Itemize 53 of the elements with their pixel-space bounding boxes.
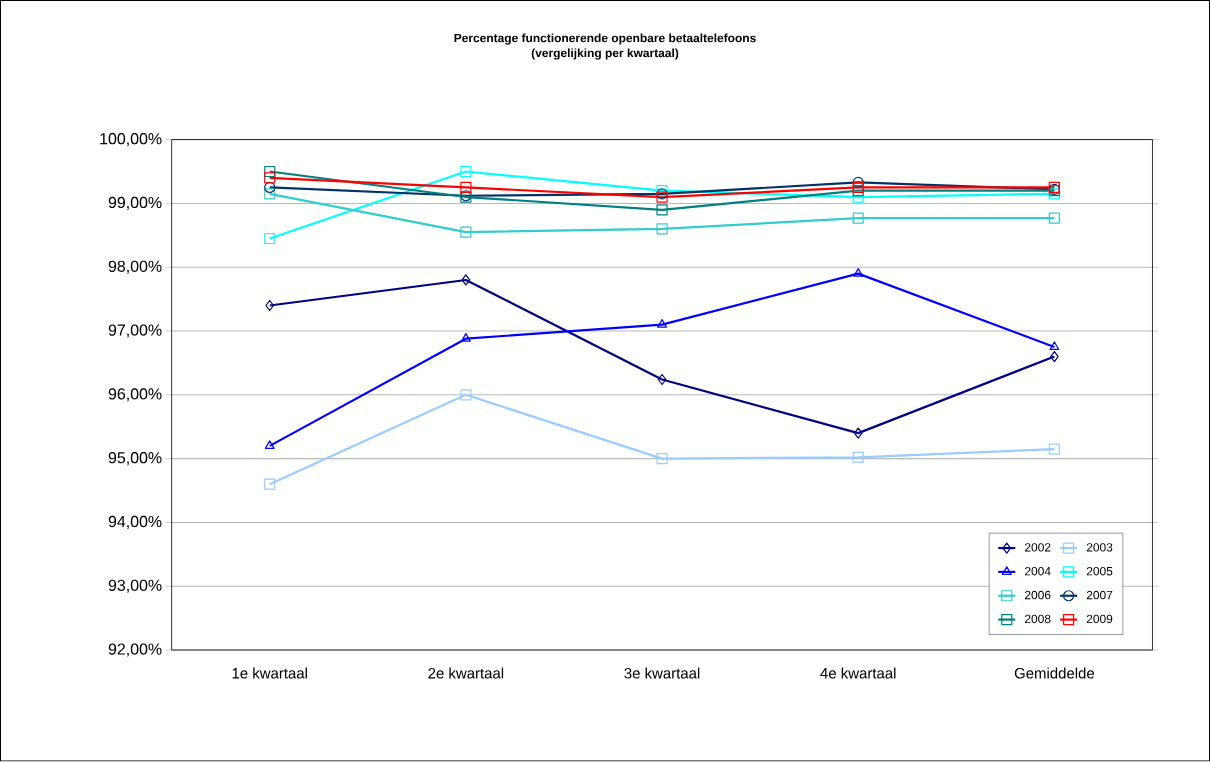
legend-label: 2005 <box>1086 567 1113 576</box>
point <box>657 374 667 386</box>
legend-label: 2003 <box>1086 543 1113 552</box>
y-tick-label: 100,00% <box>100 133 162 147</box>
y-tick-label: 96,00% <box>108 388 162 402</box>
point <box>460 333 471 342</box>
point <box>264 440 275 450</box>
point <box>656 223 668 235</box>
x-tick-label: 2e kwartaal <box>428 667 504 679</box>
point <box>657 319 667 328</box>
point <box>460 226 472 238</box>
x-tick-label: 3e kwartaal <box>624 667 700 679</box>
x-tick-label: 1e kwartaal <box>232 667 307 679</box>
point <box>264 172 276 184</box>
point <box>852 176 864 189</box>
point <box>264 233 276 245</box>
chart-subtitle: (vergelijking per kwartaal) <box>531 48 679 60</box>
point <box>852 212 864 224</box>
point <box>852 191 864 203</box>
legend-label: 2004 <box>1024 567 1051 576</box>
point <box>264 478 276 490</box>
point <box>852 451 864 464</box>
point <box>264 188 276 200</box>
legend-label: 2006 <box>1024 591 1051 600</box>
x-tick-label: Gemiddelde <box>1014 667 1095 679</box>
y-tick-label: 97,00% <box>108 324 162 338</box>
point <box>1049 341 1060 351</box>
point <box>656 204 668 216</box>
point <box>460 166 472 178</box>
point <box>461 274 471 286</box>
point <box>1048 443 1060 455</box>
point <box>1050 351 1059 363</box>
point <box>656 453 668 465</box>
point <box>265 300 275 312</box>
y-tick-label: 98,00% <box>108 260 162 274</box>
point <box>1048 212 1060 224</box>
y-tick-label: 94,00% <box>108 516 162 530</box>
point <box>853 427 863 439</box>
y-tick-label: 95,00% <box>108 452 162 466</box>
point <box>853 268 864 277</box>
legend-label: 2009 <box>1086 614 1113 624</box>
point <box>460 182 472 194</box>
chart-title: Percentage functionerende openbare betaaltelefoons <box>454 33 756 45</box>
legend-label: 2007 <box>1086 591 1113 600</box>
point <box>264 166 276 178</box>
point <box>264 182 276 194</box>
legend-label: 2002 <box>1024 543 1051 552</box>
legend-label: 2008 <box>1024 614 1051 624</box>
y-tick-label: 92,00% <box>108 643 162 657</box>
y-tick-label: 93,00% <box>108 579 162 593</box>
point <box>460 389 472 401</box>
y-tick-label: 99,00% <box>108 197 162 211</box>
x-tick-label: 4e kwartaal <box>820 667 896 679</box>
